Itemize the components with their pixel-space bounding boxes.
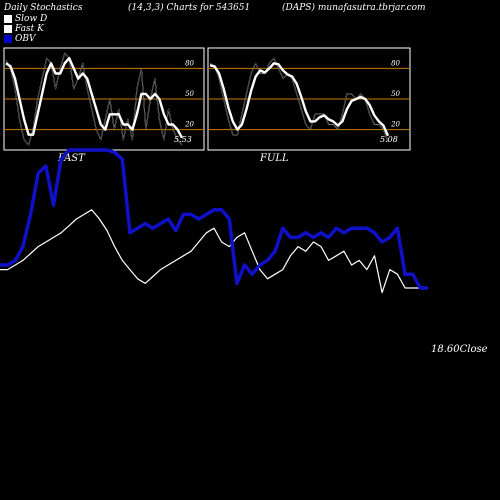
fast-last-value: 5.53 <box>174 135 192 144</box>
full-level-label-50: 50 <box>391 90 400 98</box>
full-level-label-20: 20 <box>390 121 400 129</box>
legend-swatch-obv <box>4 35 12 43</box>
legend-fast-k: Fast K <box>4 24 44 34</box>
legend-slow-d: Slow D <box>4 14 47 24</box>
fast-level-label-80: 80 <box>185 59 194 67</box>
legend-label-obv: OBV <box>15 34 36 44</box>
price-line <box>0 209 428 294</box>
fast-level-label-50: 50 <box>185 90 194 98</box>
legend-obv: OBV <box>4 34 36 44</box>
full-last-value: 5.08 <box>380 135 398 144</box>
full-title: FULL <box>259 153 289 164</box>
header-left: Daily Stochastics <box>4 3 83 13</box>
full-level-label-80: 80 <box>391 59 400 67</box>
obv-line <box>0 148 428 290</box>
full-fast-k-inner <box>209 57 389 142</box>
legend-label-fast-k: Fast K <box>15 24 44 34</box>
legend-label-slow-d: Slow D <box>15 14 48 24</box>
close-label: 18.60Close <box>431 344 488 355</box>
header-right: (DAPS) munafasutra.tbrjar.com <box>282 3 426 13</box>
legend-swatch-fast-k <box>4 25 12 33</box>
legend-swatch-slow-d <box>4 15 12 23</box>
full-slow-d-line <box>209 62 390 137</box>
fast-title: FAST <box>57 153 86 164</box>
fast-fast-k-inner <box>5 52 183 146</box>
fast-slow-d-line <box>5 57 184 139</box>
header-center: (14,3,3) Charts for 543651 <box>128 3 251 13</box>
fast-level-label-20: 20 <box>184 121 194 129</box>
